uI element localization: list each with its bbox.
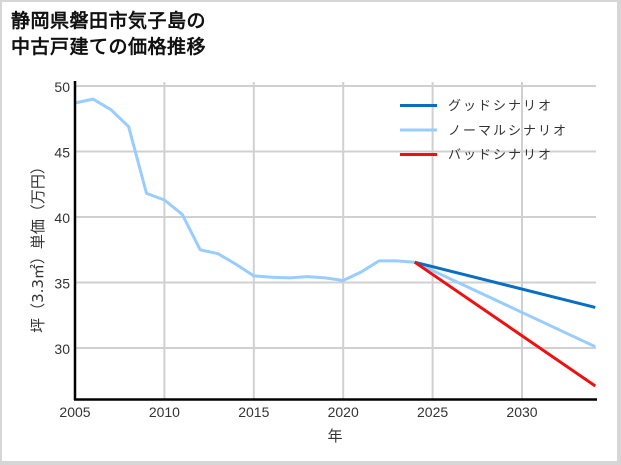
x-tick-2015: 2015 [238, 404, 269, 420]
title-line-1: 静岡県磐田市気子島の [11, 10, 207, 32]
series-layer [74, 97, 597, 388]
x-tick-labels: 2005 2010 2015 2020 2025 2030 [59, 404, 537, 420]
y-tick-35: 35 [54, 276, 70, 292]
legend-label-normal: ノーマルシナリオ [448, 124, 568, 139]
chart-frame [2, 2, 617, 461]
series-line [414, 260, 596, 349]
x-tick-2025: 2025 [417, 404, 448, 420]
y-tick-labels: 50 45 40 35 30 [54, 79, 70, 357]
y-tick-40: 40 [54, 210, 70, 226]
chart-title: 静岡県磐田市気子島の 中古戸建ての価格推移 [11, 8, 206, 60]
title-line-2: 中古戸建ての価格推移 [11, 36, 207, 58]
series-line [414, 260, 596, 309]
x-tick-2010: 2010 [149, 404, 180, 420]
x-tick-2020: 2020 [328, 404, 359, 420]
legend-label-bad: バッドシナリオ [448, 148, 553, 163]
legend-label-good: グッドシナリオ [448, 99, 553, 114]
grid-horizontal [75, 85, 596, 349]
y-tick-50: 50 [54, 79, 70, 95]
x-tick-2005: 2005 [59, 404, 90, 420]
x-axis-label: 年 [327, 427, 342, 445]
y-axis-label: 坪（3.3㎡）単価（万円） [29, 159, 47, 333]
x-tick-2030: 2030 [506, 404, 537, 420]
series-line [74, 97, 415, 282]
y-tick-45: 45 [54, 145, 70, 161]
grid-vertical [163, 82, 523, 399]
y-tick-30: 30 [54, 341, 70, 357]
legend: グッドシナリオ ノーマルシナリオ バッドシナリオ [400, 99, 568, 163]
series-line [413, 260, 597, 388]
